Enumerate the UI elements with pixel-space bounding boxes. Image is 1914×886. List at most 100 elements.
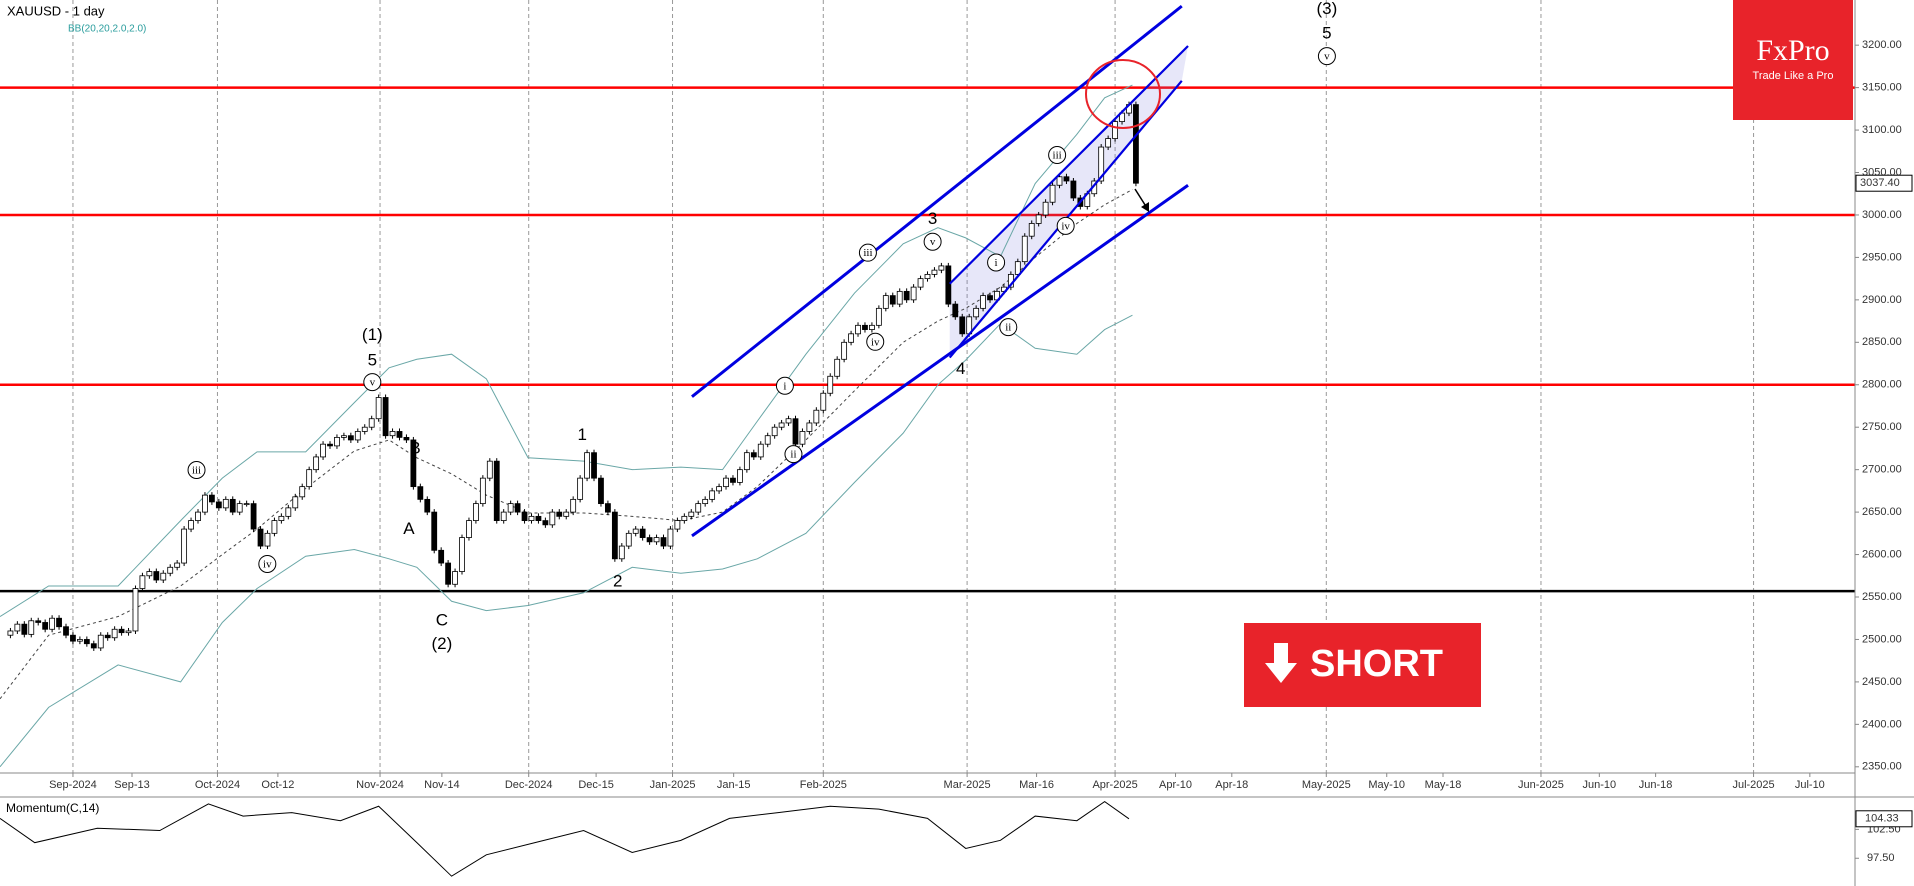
- candle: [625, 532, 632, 547]
- candle: [250, 503, 257, 530]
- wave-circle: [187, 460, 206, 479]
- wave-label: v: [1324, 51, 1330, 63]
- x-tick-label: Dec-15: [578, 779, 613, 791]
- wave-label: 5: [1322, 23, 1331, 42]
- candle: [139, 575, 146, 589]
- candle: [215, 501, 222, 509]
- highlight-circle: [1085, 59, 1161, 129]
- y-tick-label: 2950.00: [1862, 251, 1902, 263]
- signal-arrow: [1265, 643, 1297, 683]
- candle: [49, 617, 56, 630]
- candle: [632, 528, 639, 534]
- candle: [952, 303, 959, 318]
- candle: [563, 511, 570, 517]
- candle: [646, 537, 653, 543]
- x-tick-label: Apr-2025: [1092, 779, 1137, 791]
- candle: [306, 469, 313, 488]
- candle: [320, 443, 326, 458]
- candle: [229, 498, 236, 513]
- candle: [674, 520, 681, 530]
- candle: [354, 431, 361, 441]
- candle: [785, 418, 792, 424]
- signal-text: SHORT: [1310, 643, 1443, 685]
- candle: [917, 278, 924, 288]
- candle: [181, 528, 188, 564]
- candle: [361, 426, 368, 432]
- candle: [1105, 138, 1112, 148]
- candle: [882, 295, 889, 309]
- momentum-tick-label: 97.50: [1867, 852, 1895, 864]
- candle: [153, 571, 160, 581]
- candle: [605, 503, 611, 513]
- x-tick-label: Oct-12: [261, 779, 294, 791]
- logo-tagline: Trade Like a Pro: [1753, 70, 1834, 82]
- band-lower: [0, 314, 1133, 768]
- candle: [556, 511, 563, 517]
- candle: [445, 562, 452, 585]
- candle: [757, 443, 764, 458]
- wave-label: iv: [871, 336, 880, 348]
- wave-label: 3: [928, 209, 937, 228]
- wave-label: (3): [1317, 0, 1338, 18]
- candle: [236, 503, 243, 513]
- candle: [327, 443, 333, 447]
- candle: [35, 620, 42, 623]
- candle: [702, 498, 709, 505]
- x-tick-label: Apr-18: [1215, 779, 1248, 791]
- momentum-title: Momentum(C,14): [6, 801, 99, 815]
- x-tick-label: Mar-16: [1019, 779, 1054, 791]
- wave-circle: [858, 243, 877, 262]
- x-tick-label: Jun-18: [1639, 779, 1673, 791]
- candle: [1014, 261, 1021, 275]
- wave-label: 5: [368, 351, 377, 370]
- candle: [987, 295, 993, 301]
- candle: [146, 571, 153, 577]
- candle: [479, 477, 486, 505]
- candle: [737, 469, 743, 483]
- candle: [174, 562, 181, 568]
- candle: [222, 498, 229, 509]
- candle: [28, 620, 35, 635]
- candle: [862, 324, 868, 330]
- y-tick-label: 2800.00: [1862, 379, 1902, 391]
- wave-circle: [1317, 47, 1336, 66]
- candle: [90, 643, 97, 649]
- grid: 2350.00 2400.00 2450.00 2500.00 2550.00 2600.…: [49, 0, 1902, 864]
- candle: [83, 639, 90, 645]
- wave-circle: [923, 232, 942, 251]
- candle: [528, 515, 535, 521]
- momentum-last-label: 104.33: [1865, 813, 1899, 825]
- candle: [743, 452, 750, 471]
- overlay: 3037.40(1)5viiiivBAC(2)12iiiiiiivv34iiii…: [187, 0, 1913, 828]
- wave-circle: [999, 318, 1018, 337]
- candle: [473, 503, 479, 521]
- candle: [313, 456, 320, 471]
- candle: [660, 537, 667, 547]
- candle: [368, 418, 375, 428]
- x-tick-label: Dec-2024: [505, 779, 553, 791]
- x-tick-label: May-18: [1425, 779, 1462, 791]
- candle: [639, 528, 646, 538]
- candle: [195, 511, 201, 521]
- candle: [799, 431, 806, 445]
- candle: [264, 532, 271, 547]
- candle: [973, 307, 980, 318]
- candle: [459, 537, 465, 572]
- wave-circle: [987, 253, 1006, 272]
- candle: [341, 435, 347, 438]
- x-tick-label: Jan-15: [717, 779, 751, 791]
- candle: [1098, 146, 1105, 182]
- wave-circle: [363, 373, 382, 392]
- x-tick-label: Sep-2024: [49, 779, 97, 791]
- candle: [896, 290, 903, 305]
- x-tick-label: Jun-2025: [1518, 779, 1564, 791]
- candle: [431, 511, 438, 551]
- candle: [452, 571, 458, 585]
- candle: [375, 397, 382, 420]
- wave-label: iv: [1061, 220, 1070, 232]
- candle: [709, 490, 716, 500]
- candle: [945, 265, 952, 305]
- candle: [292, 496, 299, 509]
